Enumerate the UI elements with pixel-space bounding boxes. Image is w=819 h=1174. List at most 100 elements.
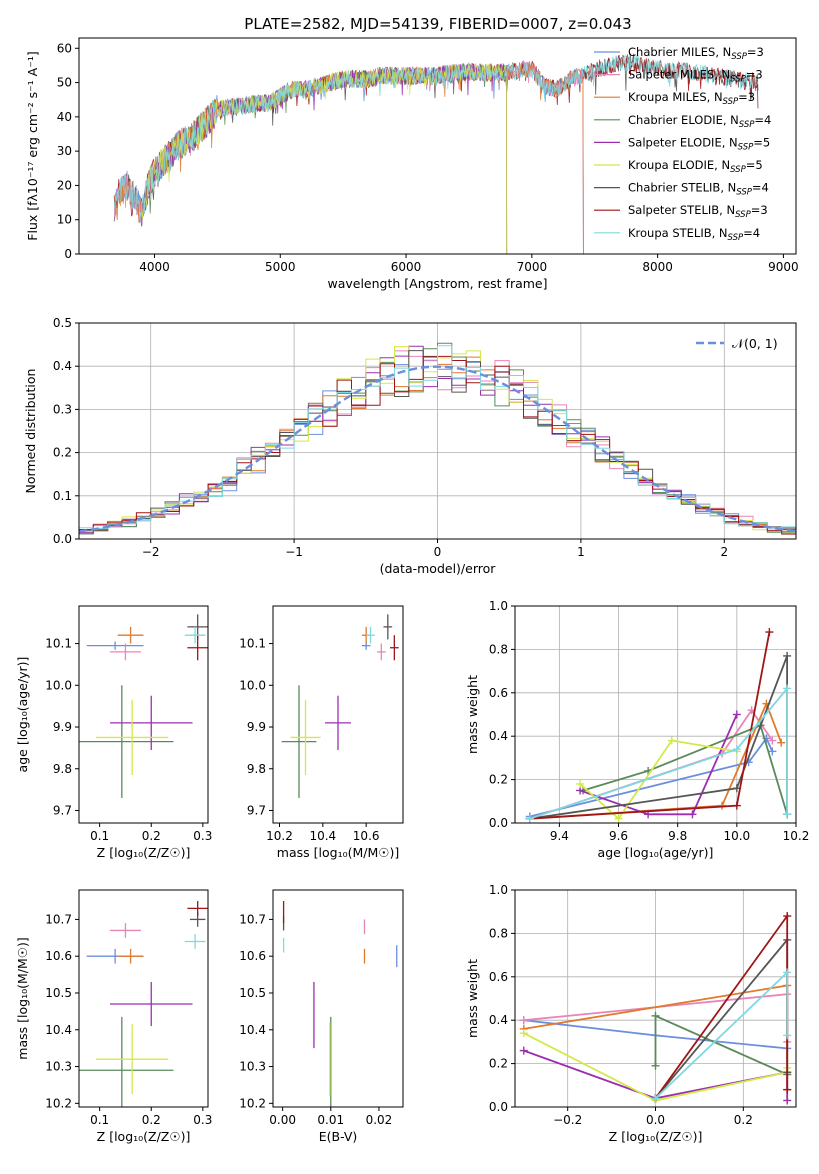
point-chabrier-stelib: [383, 614, 393, 640]
x-axis-label: wavelength [Angstrom, rest frame]: [327, 276, 547, 291]
y-tick-label: 9.8: [247, 762, 266, 776]
x-tick-label: 0.02: [366, 1113, 393, 1127]
y-tick-label: 0.2: [489, 773, 508, 787]
x-tick-label: 9.6: [609, 829, 628, 843]
age-vs-metallicity-panel: 0.1 0.2 0.3 9.7 9.8 9.9 10.0 10.1 Z [log₁₀(Z/Z☉)…: [15, 605, 212, 860]
x-tick-label: 4000: [139, 260, 170, 274]
plot-area: [282, 901, 398, 1107]
y-tick-label: 30: [57, 144, 72, 158]
point-salpeter-elodie: [325, 695, 351, 750]
y-tick-label: 10.2: [239, 1096, 266, 1110]
legend-label-main: Kroupa ELODIE, N: [628, 158, 730, 172]
x-tick-label: −2: [142, 545, 160, 559]
x-tick-label: 0.00: [269, 1113, 296, 1127]
plot-area: [79, 614, 208, 798]
y-tick-label: 0.4: [489, 1013, 508, 1027]
point-chabrier-elodie: [79, 1016, 174, 1107]
legend-label: Kroupa ELODIE, NSSP=5: [628, 158, 763, 175]
legend-label: Salpeter STELIB, NSSP=3: [628, 203, 768, 220]
y-axis-label: mass weight: [465, 675, 480, 754]
axes-frame: [514, 605, 797, 824]
x-tick-label: 5000: [265, 260, 296, 274]
y-tick-label: 0.0: [489, 1100, 508, 1114]
axes-frame: [78, 889, 209, 1108]
point-kroupa-miles: [117, 626, 144, 644]
point-kroupa-stelib: [366, 626, 375, 644]
legend-label: Salpeter MILES, NSSP=3: [628, 68, 763, 85]
series-line: [529, 686, 788, 820]
point-kroupa-elodie: [96, 699, 169, 776]
x-axis-label: age [log₁₀(age/yr)]: [598, 845, 714, 860]
axes-frame: [272, 605, 404, 824]
point-salpeter-stelib: [187, 901, 208, 916]
legend-label-main: Chabrier MILES, N: [628, 45, 731, 59]
y-tick-label: 0.0: [53, 532, 72, 546]
legend-label-suffix: =3: [746, 68, 763, 82]
x-tick-label: 8000: [642, 260, 673, 274]
y-tick-label: 0.1: [53, 489, 72, 503]
legend-label-suffix: =5: [753, 135, 770, 149]
y-tick-label: 0.2: [53, 446, 72, 460]
histogram-kroupa-stelib: [79, 345, 796, 529]
series-kroupa-stelib: [651, 968, 792, 1103]
x-tick-label: 0.3: [193, 829, 212, 843]
legend-label-suffix: =3: [747, 45, 764, 59]
x-axis-label: Z [log₁₀(Z/Z☉)]: [97, 1129, 191, 1144]
y-tick-label: 10.5: [45, 986, 72, 1000]
legend-label-main: Kroupa MILES, N: [628, 90, 723, 104]
y-tick-label: 10.1: [239, 637, 266, 651]
y-tick-label: 10.3: [45, 1060, 72, 1074]
y-tick-label: 0.8: [489, 926, 508, 940]
legend-label-main: Salpeter ELODIE, N: [628, 135, 738, 149]
residuals-panel: 𝒩(0, 1) −2 −1 0 1 2 0.0 0.1 0.2 0.3 0.4 0.5 (data-mo…: [23, 316, 797, 576]
x-tick-label: 10.2: [783, 829, 810, 843]
point-kroupa-elodie: [290, 699, 321, 776]
legend-label-sub: SSP: [723, 97, 739, 107]
mass-vs-ebv-panel: 0.00 0.01 0.02 10.2 10.3 10.4 10.5 10.6 10.7 E(B-…: [239, 889, 404, 1144]
y-tick-label: 10.0: [239, 678, 266, 692]
x-tick-label: −0.2: [553, 1113, 582, 1127]
x-tick-label: 2: [720, 545, 728, 559]
x-tick-label: 10.0: [723, 829, 750, 843]
y-axis-label: age [log₁₀(age/yr)]: [15, 657, 30, 773]
figure-title: PLATE=2582, MJD=54139, FIBERID=0007, z=0…: [244, 15, 631, 33]
y-axis-label: mass weight: [465, 959, 480, 1038]
y-tick-label: 0.3: [53, 402, 72, 416]
y-tick-label: 10.6: [45, 949, 72, 963]
y-tick-label: 9.7: [247, 803, 266, 817]
legend-label-sub: SSP: [736, 188, 752, 198]
legend-label-suffix: =5: [746, 158, 763, 172]
y-tick-label: 9.8: [53, 762, 72, 776]
series-kroupa-stelib: [525, 684, 792, 823]
x-tick-label: 1: [577, 545, 585, 559]
y-tick-label: 0.2: [489, 1057, 508, 1071]
x-tick-label: 0.0: [646, 1113, 665, 1127]
point-chabrier-miles: [86, 641, 144, 650]
legend-label-main: Kroupa STELIB, N: [628, 226, 728, 240]
x-axis-label: Z [log₁₀(Z/Z☉)]: [609, 1129, 703, 1144]
axes-frame: [272, 889, 404, 1108]
y-tick-label: 10.1: [45, 637, 72, 651]
legend-label: Salpeter ELODIE, NSSP=5: [628, 135, 770, 152]
legend-label-sub: SSP: [739, 120, 755, 130]
axes-frame: [78, 37, 797, 255]
y-tick-label: 20: [57, 178, 72, 192]
y-axis-label: mass [log₁₀(M/M☉)]: [15, 937, 30, 1059]
point-salpeter-miles: [109, 923, 141, 938]
y-tick-label: 10.4: [45, 1023, 72, 1037]
plot-area: [113, 53, 759, 254]
x-tick-label: 9000: [768, 260, 799, 274]
point-salpeter-elodie: [109, 981, 193, 1027]
y-tick-label: 0: [64, 247, 72, 261]
plot-area: [519, 912, 792, 1105]
y-tick-label: 0.0: [489, 816, 508, 830]
weight-vs-metallicity-panel: −0.2 0.0 0.2 0.0 0.2 0.4 0.6 0.8 1.0 Z [log₁₀(Z/Z…: [465, 883, 797, 1144]
y-tick-label: 10.3: [239, 1060, 266, 1074]
y-axis-label: Normed distribution: [23, 369, 38, 494]
y-tick-label: 10.5: [239, 986, 266, 1000]
x-tick-label: 0.2: [142, 829, 161, 843]
legend-label-sub: SSP: [730, 165, 746, 175]
y-tick-label: 50: [57, 76, 72, 90]
